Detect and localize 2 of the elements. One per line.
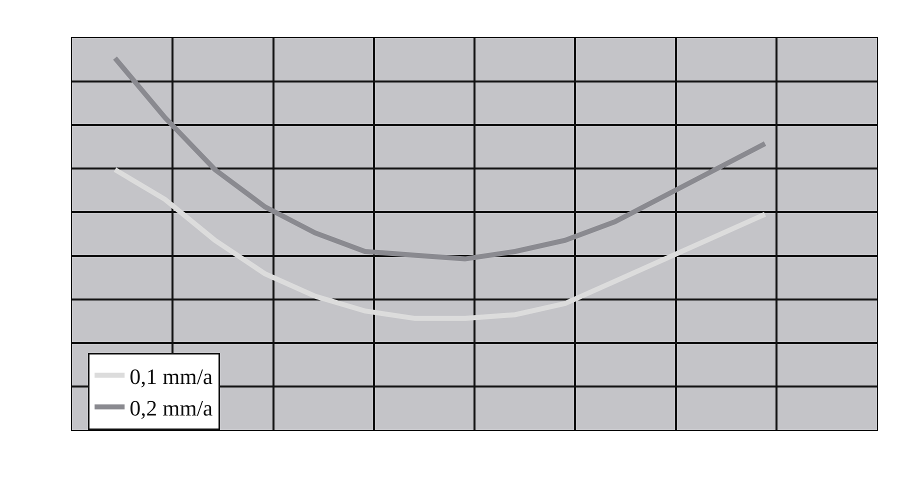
legend-label: 0,2 mm/a [130, 395, 213, 420]
legend-label: 0,1 mm/a [130, 364, 213, 389]
